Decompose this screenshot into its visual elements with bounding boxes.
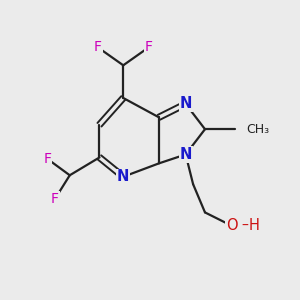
Text: N: N <box>117 169 129 184</box>
Text: N: N <box>179 96 192 111</box>
Text: O: O <box>226 218 238 233</box>
Text: H: H <box>249 218 260 233</box>
Text: F: F <box>145 40 152 55</box>
Text: F: F <box>51 192 59 206</box>
Text: F: F <box>44 152 52 166</box>
Text: CH₃: CH₃ <box>247 123 270 136</box>
Text: –: – <box>242 219 248 233</box>
Text: F: F <box>94 40 102 55</box>
Text: N: N <box>179 147 192 162</box>
